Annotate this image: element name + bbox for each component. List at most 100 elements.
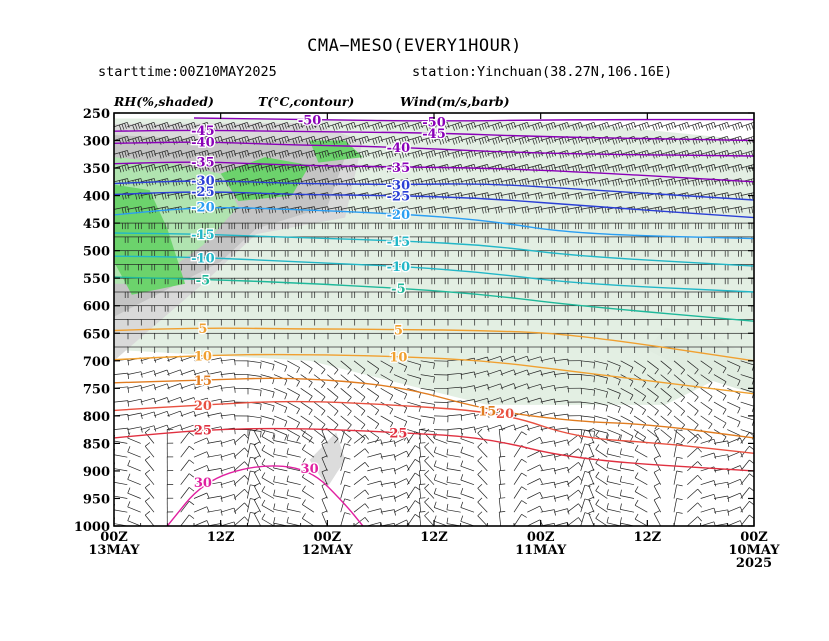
wind-barb <box>302 513 315 526</box>
wind-barb <box>180 291 196 298</box>
x-tick-label: 00Z <box>527 530 555 545</box>
wind-barb <box>274 346 289 353</box>
wind-barb <box>180 369 197 376</box>
wind-barb <box>498 456 506 471</box>
wind-barb <box>607 291 622 298</box>
wind-barb <box>380 440 396 447</box>
contour-label: 15 <box>478 404 496 419</box>
wind-barb <box>180 459 195 472</box>
wind-barb <box>193 411 210 418</box>
wind-barb <box>144 469 155 485</box>
wind-barb <box>673 443 683 458</box>
wind-barb <box>714 305 729 312</box>
wind-barb <box>714 277 729 285</box>
wind-barb <box>273 415 288 427</box>
wind-barb <box>353 415 366 430</box>
wind-barb <box>500 396 517 404</box>
wind-barb <box>367 466 383 474</box>
wind-barb <box>460 305 476 312</box>
wind-barb <box>167 250 182 257</box>
wind-barb <box>567 264 582 271</box>
wind-barb <box>407 291 422 298</box>
wind-barb <box>619 517 635 526</box>
wind-barb <box>167 369 183 376</box>
wind-barb <box>153 369 170 376</box>
wind-barb <box>140 291 156 298</box>
wind-barb <box>607 264 622 271</box>
wind-barb <box>420 121 437 131</box>
wind-barb <box>527 450 543 458</box>
wind-barb <box>433 487 448 499</box>
wind-barb <box>180 383 197 390</box>
station-label: station:Yinchuan(38.27N,106.16E) <box>412 64 673 80</box>
wind-barb <box>447 264 462 271</box>
wind-barb <box>407 332 422 340</box>
wind-barb <box>594 332 609 340</box>
wind-barb <box>447 135 463 145</box>
wind-barb <box>207 264 222 271</box>
wind-barb <box>114 121 130 131</box>
wind-barb <box>633 121 650 131</box>
wind-barb <box>513 206 530 214</box>
wind-barb <box>220 319 236 326</box>
contour-label: -40 <box>191 136 215 151</box>
wind-barb <box>527 383 543 391</box>
wind-barb <box>140 425 157 432</box>
wind-barb <box>340 443 351 458</box>
wind-barb <box>321 441 328 458</box>
wind-barb <box>700 277 716 285</box>
wind-barb <box>407 150 423 159</box>
wind-barb <box>674 305 689 312</box>
wind-barb <box>620 346 636 353</box>
wind-barb <box>653 441 662 458</box>
wind-barb <box>474 222 489 230</box>
wind-barb <box>460 460 475 472</box>
wind-barb <box>634 444 648 458</box>
wind-barb <box>321 510 328 526</box>
wind-barb <box>327 415 339 430</box>
wind-barb <box>234 222 249 230</box>
wind-barb <box>606 516 621 526</box>
wind-barb <box>514 250 529 257</box>
wind-barb <box>207 222 222 230</box>
wind-barb <box>340 250 356 257</box>
wind-barb <box>434 277 449 285</box>
wind-barb <box>527 178 543 187</box>
wind-barb <box>114 503 128 513</box>
wind-barb <box>180 500 195 513</box>
wind-barb <box>340 319 356 326</box>
wind-barb <box>620 178 637 187</box>
wind-barb <box>540 222 556 230</box>
wind-barb <box>207 481 223 489</box>
wind-barb <box>247 164 263 173</box>
wind-barb <box>460 319 476 326</box>
wind-barb <box>340 388 352 403</box>
wind-barb <box>154 264 169 271</box>
wind-barb <box>595 499 608 513</box>
wind-barb <box>367 480 383 487</box>
wind-barb <box>674 264 689 271</box>
wind-barb <box>580 498 591 513</box>
wind-barb <box>673 374 685 389</box>
wind-barb <box>634 305 649 312</box>
wind-barb <box>460 264 476 271</box>
wind-barb <box>300 121 317 131</box>
wind-barb <box>540 264 556 271</box>
wind-barb <box>500 236 516 243</box>
wind-barb <box>220 250 236 257</box>
wind-barb <box>740 501 754 513</box>
wind-barb <box>514 346 529 353</box>
wind-barb <box>593 415 608 426</box>
wind-barb <box>154 305 169 312</box>
wind-barb <box>700 360 713 375</box>
wind-barb <box>634 499 648 513</box>
wind-barb <box>713 509 730 516</box>
contour-label: -30 <box>191 174 215 189</box>
wind-barb <box>620 164 637 173</box>
wind-barb <box>380 222 396 230</box>
wind-barb <box>419 483 426 499</box>
wind-barb <box>127 459 141 472</box>
wind-barb <box>753 374 754 375</box>
wind-barb <box>420 250 436 257</box>
wind-barb <box>540 346 556 353</box>
